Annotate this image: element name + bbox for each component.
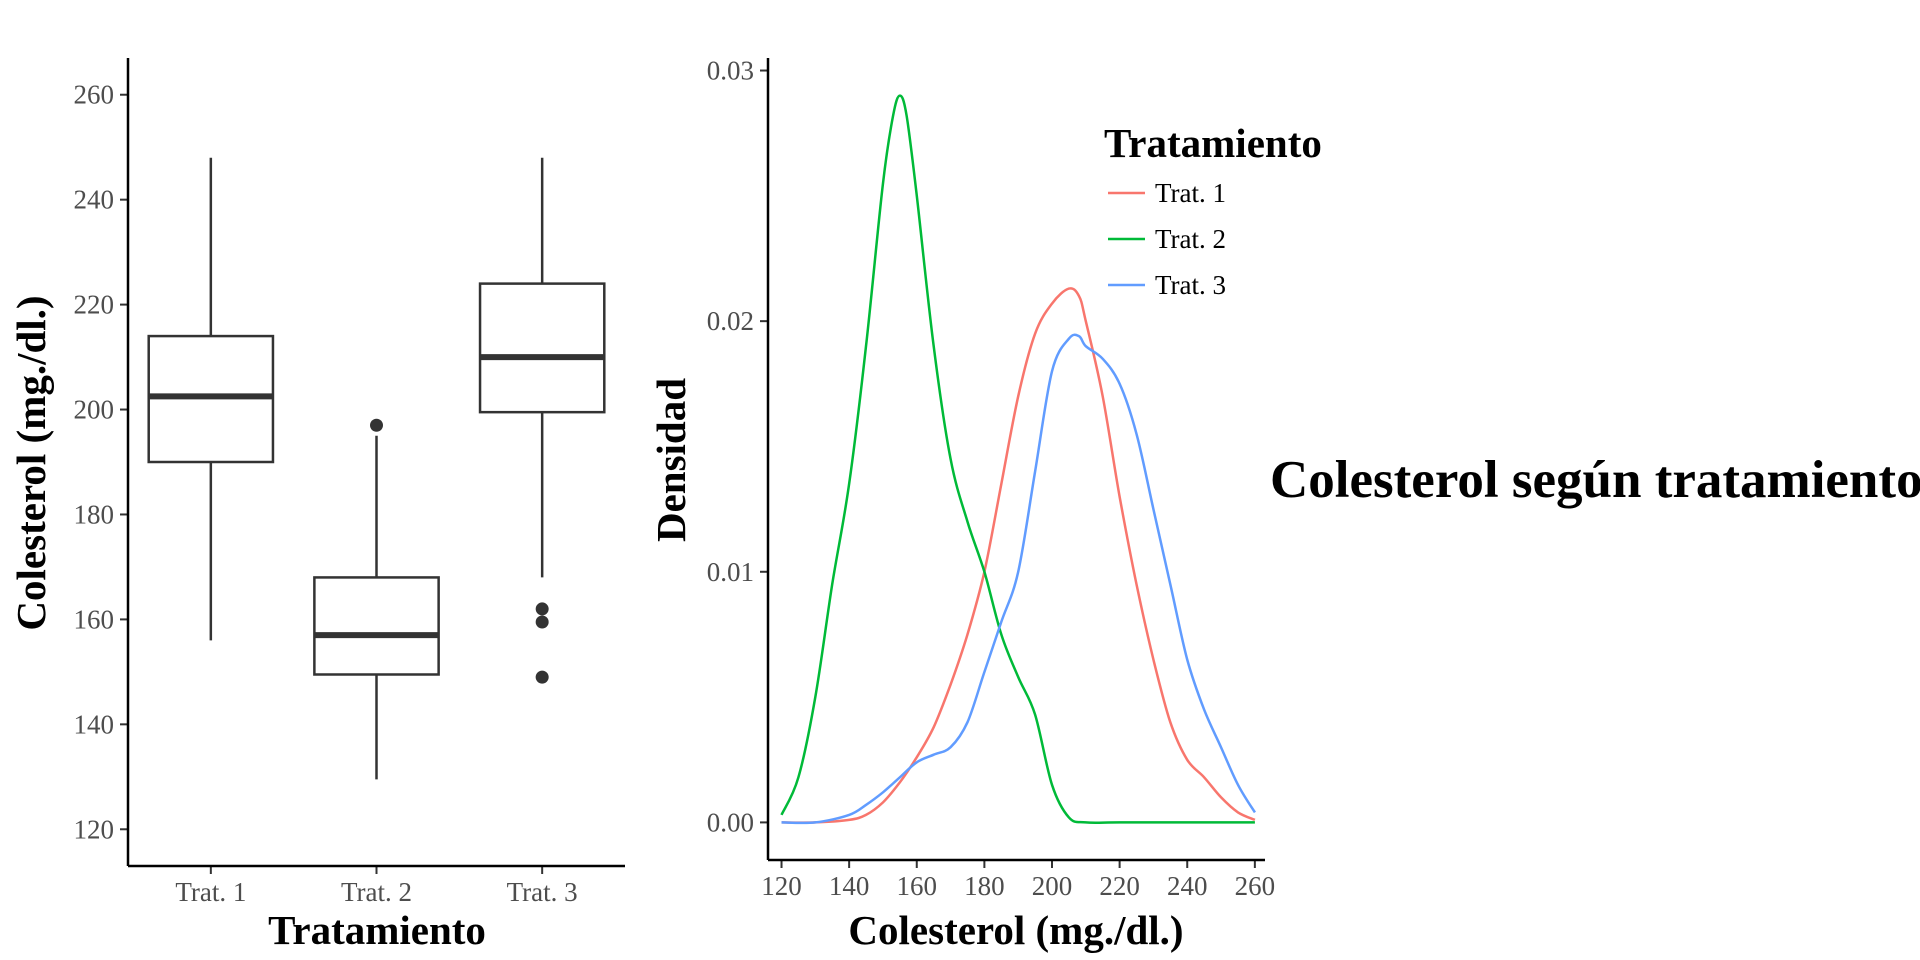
density-legend: Tratamiento Trat. 1 Trat. 2 Trat. 3 xyxy=(1104,120,1322,300)
boxplot-x-axis-title: Tratamiento xyxy=(268,907,486,953)
y-tick-label: 0.01 xyxy=(707,557,754,587)
box-outlier-point xyxy=(535,615,549,629)
y-tick-label: 260 xyxy=(74,80,115,110)
y-tick-label: 180 xyxy=(74,499,115,529)
x-tick-label: 180 xyxy=(964,871,1005,901)
legend-label: Trat. 3 xyxy=(1155,270,1226,300)
y-tick-label: 0.02 xyxy=(707,306,754,336)
y-tick-label: 140 xyxy=(74,709,115,739)
x-tick-label: Trat. 1 xyxy=(175,877,246,907)
x-tick-label: Trat. 3 xyxy=(507,877,578,907)
x-tick-label: 240 xyxy=(1167,871,1208,901)
x-tick-label: 140 xyxy=(829,871,870,901)
x-tick-label: Trat. 2 xyxy=(341,877,412,907)
y-tick-label: 200 xyxy=(74,395,115,425)
density-x-ticks: 120 140 160 180 200 220 240 260 xyxy=(761,860,1275,901)
boxplot-marks xyxy=(147,157,606,780)
boxplot-y-ticks: 120 140 160 180 200 220 240 260 xyxy=(74,80,128,844)
boxplot-x-ticks: Trat. 1 Trat. 2 Trat. 3 xyxy=(175,866,578,907)
side-title: Colesterol según tratamiento xyxy=(1270,451,1920,509)
y-tick-label: 0.03 xyxy=(707,56,754,86)
x-tick-label: 120 xyxy=(761,871,802,901)
box-outlier-point xyxy=(370,418,383,432)
x-tick-label: 200 xyxy=(1032,871,1073,901)
density-panel: 0.00 0.01 0.02 0.03 120 140 160 180 200 220 240 26… xyxy=(648,56,1322,953)
density-line-trat-1 xyxy=(781,287,1256,824)
boxplot-y-axis-title: Colesterol (mg./dl.) xyxy=(8,295,54,630)
y-tick-label: 160 xyxy=(74,604,115,634)
x-tick-label: 220 xyxy=(1099,871,1140,901)
y-tick-label: 240 xyxy=(74,185,115,215)
x-tick-label: 160 xyxy=(897,871,938,901)
box-body xyxy=(313,576,440,676)
legend-label: Trat. 2 xyxy=(1155,224,1226,254)
density-y-axis-title: Densidad xyxy=(648,378,694,542)
density-line-trat-2 xyxy=(780,94,1255,825)
density-lines xyxy=(780,94,1256,825)
density-line-trat-3 xyxy=(781,333,1256,825)
y-tick-label: 0.00 xyxy=(707,807,754,837)
y-tick-label: 120 xyxy=(74,814,115,844)
x-tick-label: 260 xyxy=(1235,871,1276,901)
box-outlier-point xyxy=(535,602,549,616)
density-x-axis-title: Colesterol (mg./dl.) xyxy=(848,907,1183,953)
box-outlier-point xyxy=(535,670,549,684)
y-tick-label: 220 xyxy=(74,290,115,320)
box-body xyxy=(478,282,606,414)
legend-title: Tratamiento xyxy=(1104,120,1322,166)
legend-label: Trat. 1 xyxy=(1155,178,1226,208)
density-y-ticks: 0.00 0.01 0.02 0.03 xyxy=(707,56,768,837)
